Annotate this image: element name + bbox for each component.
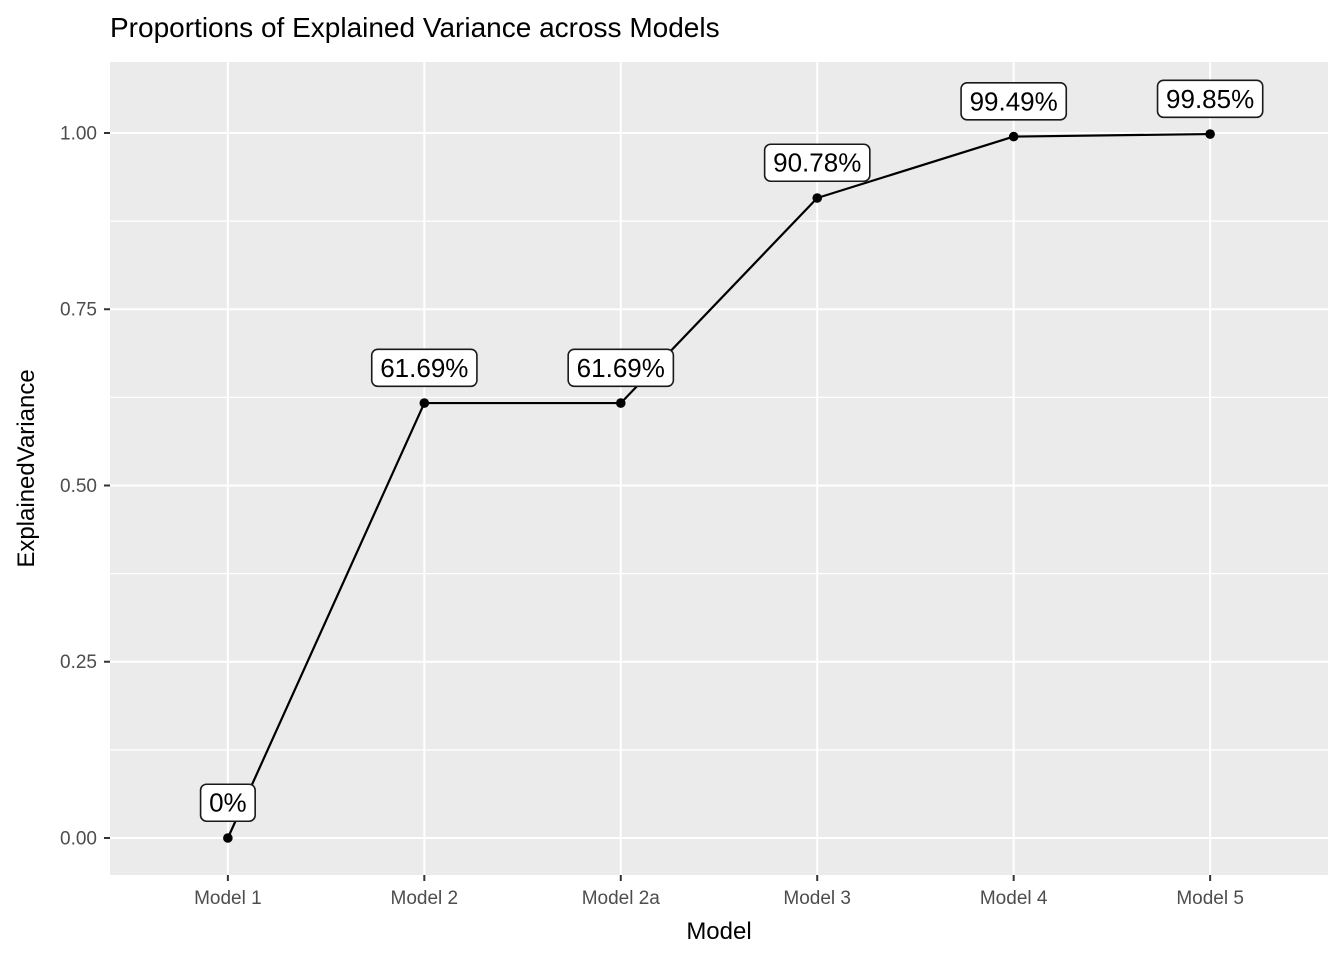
y-axis-title: ExplainedVariance (13, 369, 40, 567)
y-tick-label: 1.00 (60, 123, 97, 144)
x-axis-title: Model (686, 918, 751, 945)
point-label-text: 0% (209, 788, 247, 818)
data-point (615, 398, 626, 408)
y-tick-label: 0.50 (60, 476, 97, 497)
point-label-text: 61.69% (380, 353, 468, 383)
data-point (812, 193, 823, 203)
x-tick-label: Model 3 (783, 888, 851, 909)
x-tick-label: Model 1 (194, 888, 262, 909)
panel-background (110, 62, 1328, 875)
x-tick-label: Model 4 (980, 888, 1048, 909)
point-label-box (763, 143, 871, 183)
point-label-box (1156, 79, 1264, 119)
point-label-box (960, 82, 1068, 121)
data-point (419, 398, 430, 408)
y-tick-label: 0.75 (60, 300, 97, 321)
point-label-box (567, 348, 675, 388)
x-tick-label: Model 5 (1176, 888, 1244, 909)
data-point (223, 833, 233, 843)
series-line (226, 132, 1211, 839)
x-tick-label: Model 2a (582, 888, 661, 909)
point-label-text: 61.69% (577, 353, 665, 383)
point-label-text: 90.78% (773, 148, 861, 178)
data-point (1008, 131, 1019, 142)
data-point (1205, 129, 1215, 139)
point-label-box (199, 783, 256, 823)
point-label-text: 99.85% (1166, 84, 1254, 114)
point-label-text: 99.49% (970, 86, 1058, 116)
point-label-box (370, 348, 478, 388)
y-tick-label: 0.25 (60, 652, 97, 673)
plot-area: 0.00 0.25 0.50 0.75 1.00 Model 1 Model 2 Model … (60, 62, 1328, 909)
x-tick-label: Model 2 (391, 888, 459, 909)
y-tick-label: 0.00 (60, 828, 97, 849)
chart-title: Proportions of Explained Variance across… (110, 12, 720, 43)
